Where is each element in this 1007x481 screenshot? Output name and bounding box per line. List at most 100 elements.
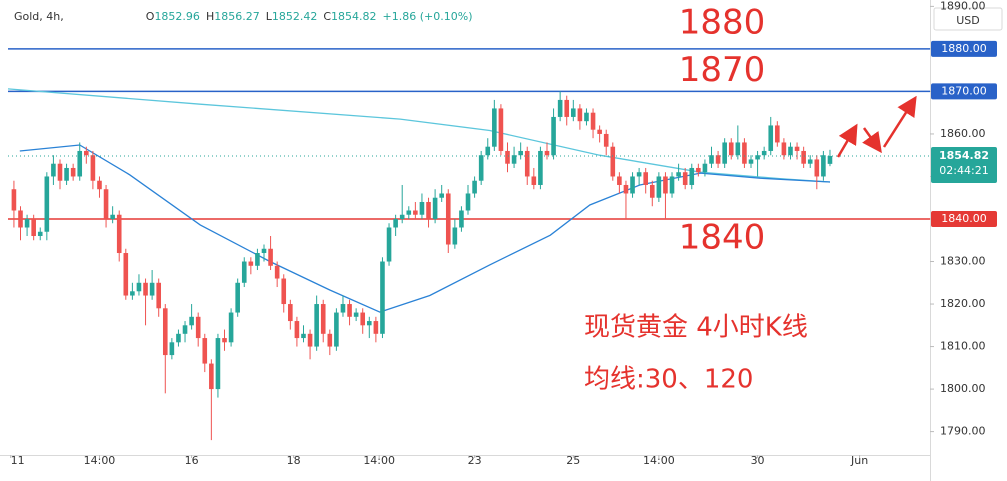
candle-body bbox=[485, 146, 491, 156]
candle-body bbox=[643, 172, 649, 185]
candle-body bbox=[386, 227, 392, 262]
candle-body bbox=[255, 253, 260, 266]
candle-body bbox=[44, 176, 50, 232]
candle-body bbox=[51, 163, 56, 177]
candle-body bbox=[465, 193, 471, 211]
ohlc-field: L1852.42 bbox=[266, 10, 318, 23]
candle-body bbox=[531, 176, 537, 185]
candle-body bbox=[399, 214, 405, 219]
candle-body bbox=[656, 176, 662, 198]
candle-body bbox=[327, 333, 333, 347]
candle-body bbox=[222, 338, 227, 343]
candle-body bbox=[77, 150, 83, 177]
candle-body bbox=[636, 172, 642, 177]
ohlc-value: 1852.42 bbox=[271, 10, 318, 23]
candle-body bbox=[57, 163, 63, 181]
note: 均线:30、120 bbox=[584, 365, 753, 395]
ohlc-key: C bbox=[323, 10, 332, 23]
candle-body bbox=[169, 342, 175, 356]
candle-body bbox=[347, 304, 352, 317]
candle-body bbox=[97, 180, 102, 190]
candle-body bbox=[715, 155, 721, 164]
candle-body bbox=[748, 159, 754, 164]
ohlc-field: O1852.96 bbox=[146, 10, 200, 23]
x-tick-label: Jun bbox=[850, 454, 868, 467]
ohlc-key: H bbox=[205, 10, 215, 23]
candle-body bbox=[149, 282, 155, 296]
last-price-label: 1854.82 bbox=[939, 149, 989, 162]
level-annotation: 1880 bbox=[679, 2, 766, 42]
x-tick-label: 18 bbox=[287, 454, 301, 467]
candle-body bbox=[156, 282, 162, 309]
candle-body bbox=[702, 163, 708, 173]
y-tick-label: 1820.00 bbox=[940, 297, 986, 310]
candle-body bbox=[557, 99, 563, 117]
countdown: 02:44:21 bbox=[939, 164, 988, 177]
candle-body bbox=[775, 125, 780, 143]
arrow bbox=[882, 95, 917, 148]
arrows bbox=[836, 95, 917, 158]
ohlc-field: C1854.82 bbox=[323, 10, 376, 23]
x-tick-label: 30 bbox=[751, 454, 765, 467]
candle-body bbox=[478, 155, 484, 181]
candle-body bbox=[162, 308, 168, 356]
candle-body bbox=[110, 214, 115, 219]
plot-area bbox=[7, 48, 930, 441]
candle-body bbox=[406, 210, 412, 215]
candle-body bbox=[37, 231, 43, 237]
candle-body bbox=[511, 155, 517, 164]
candle-body bbox=[136, 282, 142, 292]
candle-body bbox=[676, 172, 681, 177]
candle-body bbox=[682, 172, 688, 185]
moving-average bbox=[7, 88, 831, 183]
candle-body bbox=[722, 142, 727, 164]
candle-body bbox=[70, 167, 76, 177]
candle-body bbox=[235, 282, 240, 313]
candle-body bbox=[768, 125, 774, 151]
ohlc-key: L bbox=[265, 10, 272, 23]
candle-body bbox=[360, 312, 366, 326]
candle-body bbox=[419, 201, 425, 215]
candle-body bbox=[116, 214, 122, 254]
ohlc-value: 1856.27 bbox=[214, 10, 260, 23]
candle-body bbox=[24, 218, 30, 228]
candle-body bbox=[90, 155, 96, 181]
moving-average bbox=[19, 144, 831, 313]
x-tick-label: 23 bbox=[468, 454, 482, 467]
level-label-box bbox=[931, 83, 997, 100]
currency-box bbox=[933, 7, 1003, 31]
legend: Gold, 4h, O1852.96 H1856.27 L1852.42 C1854.8… bbox=[14, 10, 473, 23]
candle-body bbox=[334, 312, 339, 347]
level-label-box bbox=[931, 40, 997, 57]
candle-body bbox=[307, 333, 313, 347]
candle-body bbox=[31, 218, 36, 237]
level-label: 1870.00 bbox=[941, 84, 987, 97]
candle-body bbox=[340, 304, 346, 313]
candle-body bbox=[696, 167, 701, 173]
change: +1.86 (+0.10%) bbox=[382, 10, 473, 23]
ohlc-field: H1856.27 bbox=[206, 10, 260, 23]
candle-body bbox=[103, 189, 109, 219]
candle-body bbox=[742, 142, 747, 164]
candle-body bbox=[130, 291, 135, 296]
candle-body bbox=[215, 338, 221, 390]
arrow bbox=[862, 127, 882, 154]
ohlc-value: 1854.82 bbox=[331, 10, 377, 23]
candle-body bbox=[794, 146, 800, 151]
candle-body bbox=[689, 167, 695, 185]
x-tick-label: 14:00 bbox=[643, 454, 675, 467]
candle-body bbox=[228, 312, 234, 343]
candle-body bbox=[498, 108, 504, 151]
candle-body bbox=[459, 210, 464, 228]
candle-body bbox=[452, 227, 458, 245]
candle-body bbox=[248, 261, 254, 266]
candle-body bbox=[294, 321, 300, 339]
level-label-box bbox=[931, 210, 997, 227]
candle-body bbox=[268, 248, 273, 266]
candle-body bbox=[814, 159, 820, 177]
candle-body bbox=[505, 150, 510, 164]
candle-body bbox=[801, 150, 806, 164]
candle-body bbox=[577, 108, 583, 122]
candle-body bbox=[274, 265, 280, 279]
